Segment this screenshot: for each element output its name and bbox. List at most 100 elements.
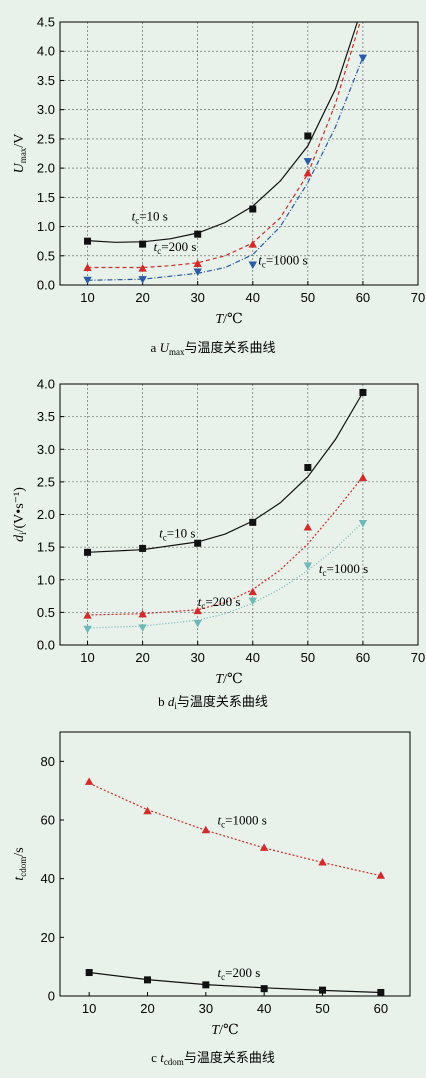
figure-caption: b di与温度关系曲线 xyxy=(158,694,268,711)
x-tick-label: 10 xyxy=(82,1001,96,1016)
data-point xyxy=(303,168,313,177)
y-tick-label: 0.0 xyxy=(37,278,55,293)
series-label: tc=1000 s xyxy=(218,812,267,829)
y-tick-label: 4.0 xyxy=(37,377,55,392)
x-tick-label: 30 xyxy=(190,290,204,305)
y-tick-label: 2.5 xyxy=(37,131,55,146)
data-point xyxy=(249,518,257,526)
data-point xyxy=(259,843,269,851)
data-point xyxy=(358,54,368,63)
x-axis-title: T/℃ xyxy=(211,1023,238,1038)
data-point xyxy=(201,825,211,834)
x-tick-label: 70 xyxy=(411,650,425,665)
x-tick-label: 30 xyxy=(190,650,204,665)
series-label: tc=200 s xyxy=(198,594,241,611)
data-point xyxy=(248,240,257,248)
data-point xyxy=(84,548,92,556)
series-fit-line xyxy=(89,971,381,994)
y-tick-label: 4.5 xyxy=(37,15,55,30)
data-point xyxy=(143,806,152,815)
y-tick-label: 3.0 xyxy=(37,442,55,457)
data-point xyxy=(83,263,92,272)
y-axis-title: tcdom/s xyxy=(12,847,28,880)
data-point xyxy=(84,237,92,245)
data-point xyxy=(318,858,327,866)
data-point xyxy=(139,240,147,248)
series-label: tc=1000 s xyxy=(258,253,307,270)
data-point xyxy=(303,523,313,531)
series-label: tc=10 s xyxy=(159,525,195,542)
data-point xyxy=(248,261,257,270)
y-tick-label: 60 xyxy=(41,813,55,828)
x-tick-label: 40 xyxy=(257,1001,271,1016)
y-tick-label: 0.5 xyxy=(37,248,55,263)
data-point xyxy=(193,259,202,267)
data-point xyxy=(138,624,147,632)
series-fit-line xyxy=(87,21,358,243)
y-tick-label: 1.0 xyxy=(37,219,55,234)
x-tick-label: 10 xyxy=(80,290,94,305)
x-tick-label: 50 xyxy=(301,290,315,305)
y-tick-label: 3.5 xyxy=(37,409,55,424)
data-point xyxy=(358,519,368,528)
series-label: tc=200 s xyxy=(154,239,197,256)
x-tick-label: 30 xyxy=(199,1001,213,1016)
series-label: tc=200 s xyxy=(218,965,261,982)
data-point xyxy=(304,132,312,140)
y-tick-label: 1.5 xyxy=(37,540,55,555)
data-point xyxy=(193,619,202,628)
data-point xyxy=(376,871,386,879)
data-point xyxy=(194,230,202,238)
data-point xyxy=(83,625,92,634)
data-point xyxy=(138,264,147,272)
chart-d-i: 10 20 30 40 50 60 70 0.0 0.5 1.0 1.5 2.0 2.5 3.0 3.5 4.… xyxy=(12,377,425,712)
y-tick-label: 2.5 xyxy=(37,474,55,489)
y-axis-title: di/(V•s⁻¹) xyxy=(12,487,28,542)
y-tick-label: 1.5 xyxy=(37,190,55,205)
figure-caption: a Umax与温度关系曲线 xyxy=(151,340,276,357)
data-point xyxy=(358,473,368,481)
data-point xyxy=(248,597,257,606)
y-tick-label: 0.0 xyxy=(37,638,55,653)
chart-u-max: 10 20 30 40 50 60 70 0.0 0.5 1.0 1.5 2.0 2.5 3.0 3.5 4.… xyxy=(12,15,425,358)
x-tick-label: 40 xyxy=(246,650,260,665)
data-point xyxy=(303,158,313,166)
data-point xyxy=(144,976,151,984)
y-tick-label: 40 xyxy=(41,871,55,886)
x-tick-label: 60 xyxy=(356,290,370,305)
data-point xyxy=(193,268,202,277)
data-point xyxy=(139,544,147,552)
chart-t-cdom: 10 20 30 40 50 60 0 20 40 60 80 T/℃ tcdom/s tc=200 s t… xyxy=(12,731,411,1067)
data-point xyxy=(84,777,94,785)
data-point xyxy=(249,205,257,213)
y-tick-label: 2.0 xyxy=(37,507,55,522)
data-point xyxy=(193,606,202,615)
x-tick-label: 60 xyxy=(356,650,370,665)
y-tick-label: 2.0 xyxy=(37,161,55,176)
y-tick-label: 80 xyxy=(41,754,55,769)
x-tick-label: 10 xyxy=(80,650,94,665)
data-point xyxy=(260,985,268,993)
data-point xyxy=(377,988,385,996)
x-tick-label: 50 xyxy=(301,650,315,665)
series-fit-line xyxy=(87,21,361,269)
series-label: tc=1000 s xyxy=(319,561,368,578)
x-axis-title: T/℃ xyxy=(215,312,242,327)
data-point xyxy=(194,539,202,547)
x-tick-label: 20 xyxy=(135,650,149,665)
y-tick-label: 20 xyxy=(41,930,55,945)
plot-frame xyxy=(59,731,411,997)
data-point xyxy=(85,969,93,977)
y-tick-label: 1.0 xyxy=(37,572,55,587)
x-tick-label: 70 xyxy=(411,290,425,305)
x-tick-label: 60 xyxy=(374,1001,388,1016)
data-point xyxy=(202,981,210,989)
data-point xyxy=(138,609,147,618)
y-tick-label: 0 xyxy=(48,989,55,1004)
x-axis-title: T/℃ xyxy=(215,672,242,687)
x-tick-label: 40 xyxy=(246,290,260,305)
data-point xyxy=(359,388,367,396)
series-label: tc=10 s xyxy=(132,209,168,226)
plot-frame xyxy=(59,21,419,286)
figure-caption: c tcdom与温度关系曲线 xyxy=(151,1050,275,1067)
